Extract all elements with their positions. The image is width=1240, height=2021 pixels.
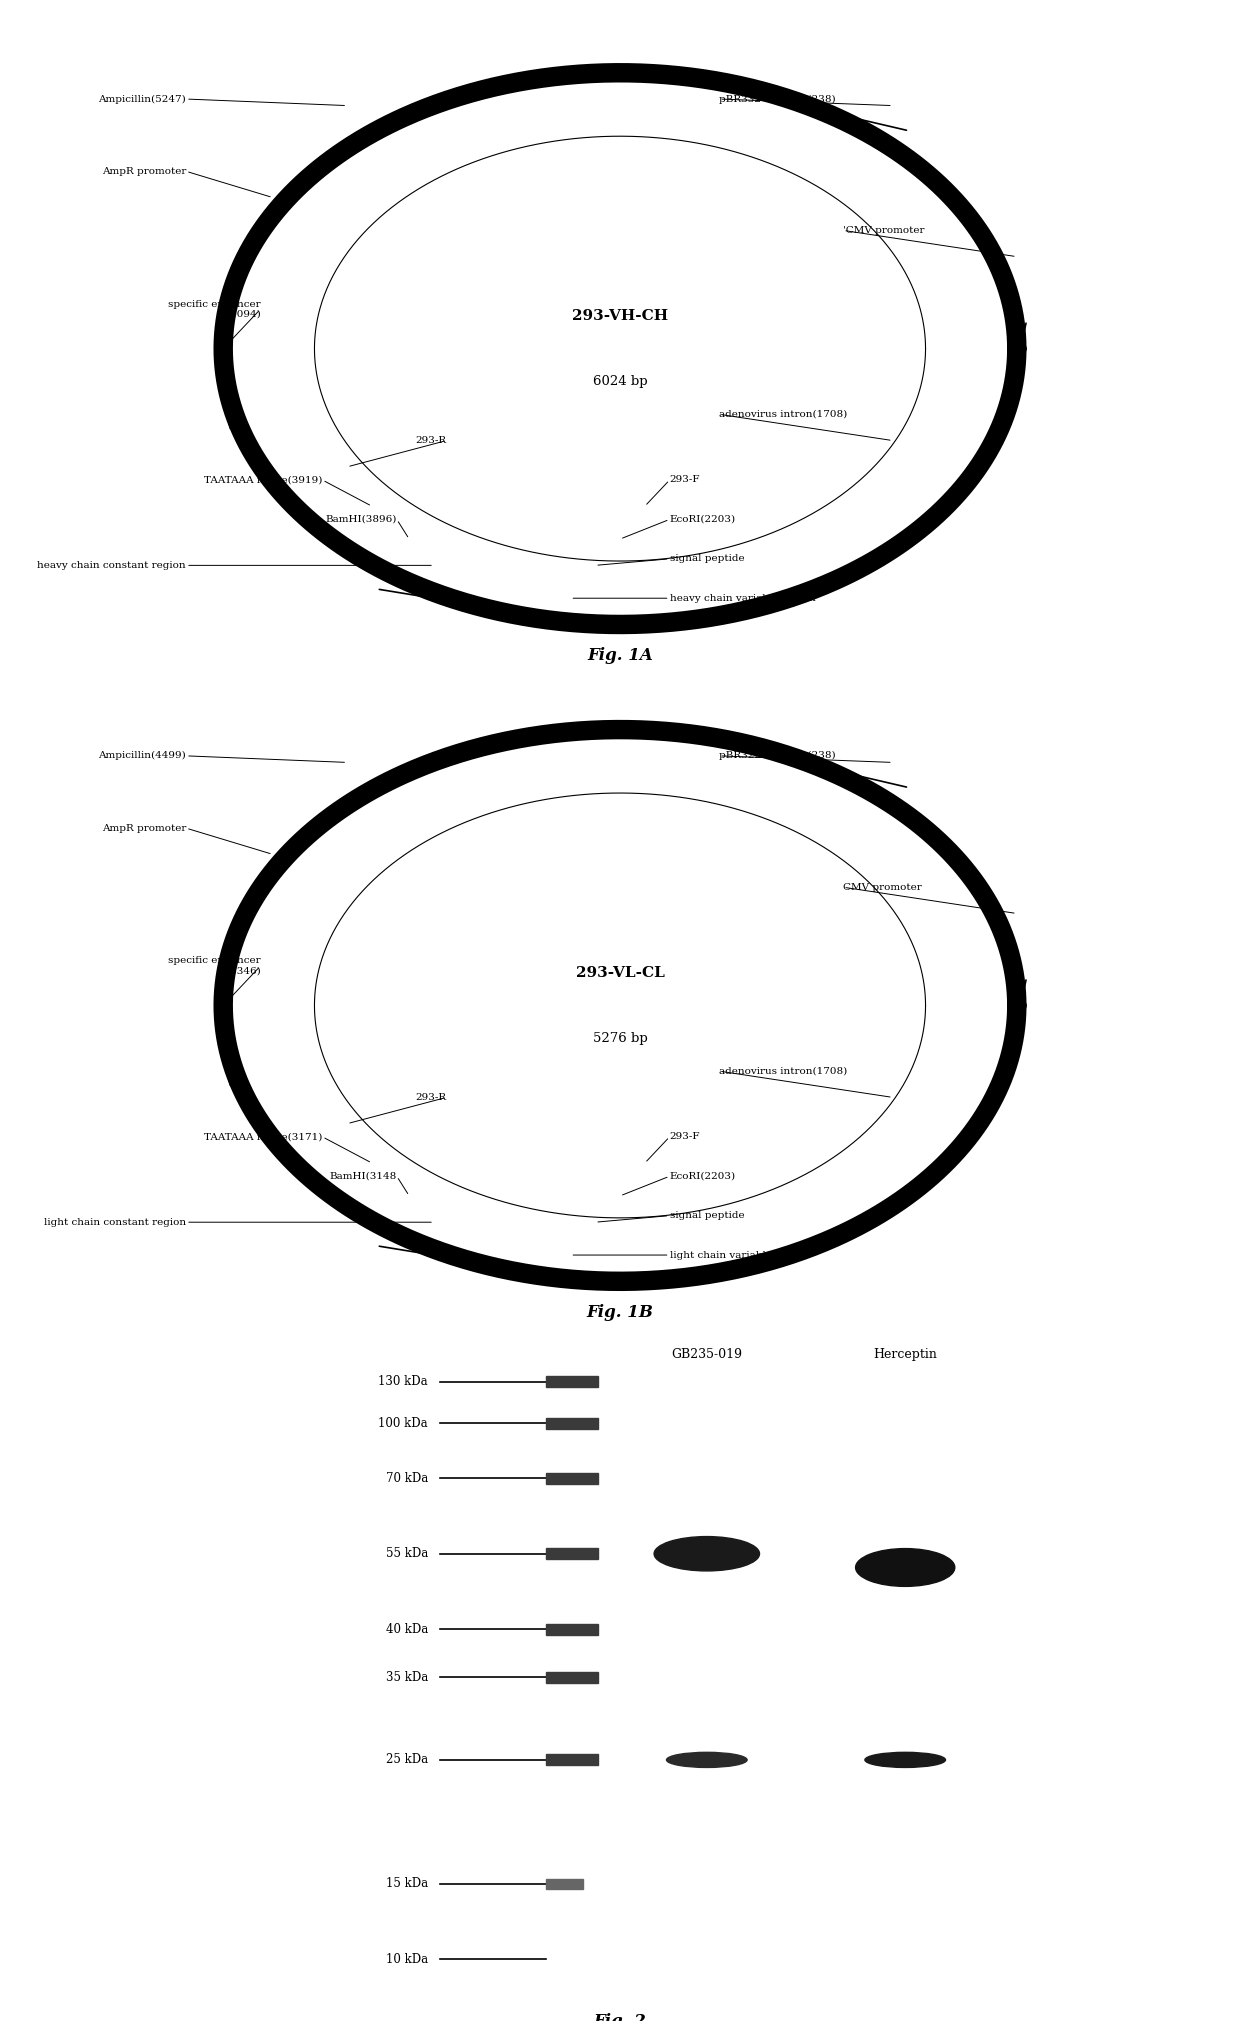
- Text: pBR322 replicon(238): pBR322 replicon(238): [719, 752, 836, 760]
- Bar: [546, 1754, 598, 1766]
- Text: Fig. 1A: Fig. 1A: [587, 647, 653, 663]
- Ellipse shape: [866, 1752, 945, 1768]
- Bar: [546, 1880, 583, 1890]
- Text: 35 kDa: 35 kDa: [386, 1671, 428, 1683]
- Polygon shape: [310, 133, 930, 564]
- Text: 293-R: 293-R: [415, 1093, 446, 1101]
- Text: light chain variable region: light chain variable region: [670, 1251, 808, 1259]
- Text: specific enhancer
(3346): specific enhancer (3346): [167, 956, 260, 976]
- Text: signal peptide: signal peptide: [670, 1211, 744, 1221]
- Ellipse shape: [655, 1536, 759, 1570]
- Text: TAATAAA frame(3171): TAATAAA frame(3171): [205, 1132, 322, 1142]
- Text: heavy chain variable region: heavy chain variable region: [670, 594, 816, 602]
- Text: TAATAAA frame(3919): TAATAAA frame(3919): [205, 475, 322, 485]
- Text: adenovirus intron(1708): adenovirus intron(1708): [719, 410, 847, 418]
- Text: 10 kDa: 10 kDa: [386, 1952, 428, 1966]
- Text: 293-VL-CL: 293-VL-CL: [575, 966, 665, 980]
- Text: 130 kDa: 130 kDa: [378, 1376, 428, 1388]
- Text: 40 kDa: 40 kDa: [386, 1623, 428, 1635]
- Text: 55 kDa: 55 kDa: [386, 1548, 428, 1560]
- Text: AmpR promoter: AmpR promoter: [102, 168, 186, 176]
- Text: Herceptin: Herceptin: [873, 1348, 937, 1360]
- Bar: [546, 1417, 598, 1429]
- Text: Ampicillin(5247): Ampicillin(5247): [98, 95, 186, 103]
- Text: Ampicillin(4499): Ampicillin(4499): [98, 752, 186, 760]
- Text: 5276 bp: 5276 bp: [593, 1033, 647, 1045]
- Text: 293-R: 293-R: [415, 437, 446, 445]
- Text: 6024 bp: 6024 bp: [593, 376, 647, 388]
- Text: 'CMV promoter: 'CMV promoter: [843, 226, 925, 234]
- Text: GB235-019: GB235-019: [671, 1348, 743, 1360]
- Ellipse shape: [667, 1752, 746, 1768]
- Text: light chain constant region: light chain constant region: [43, 1219, 186, 1227]
- Text: Fig. 1B: Fig. 1B: [587, 1304, 653, 1322]
- Text: 293-VH-CH: 293-VH-CH: [572, 309, 668, 323]
- Text: CMV promoter: CMV promoter: [843, 883, 923, 891]
- Text: BamHI(3896): BamHI(3896): [325, 515, 397, 523]
- Ellipse shape: [856, 1548, 955, 1586]
- Text: 70 kDa: 70 kDa: [386, 1471, 428, 1485]
- Text: 15 kDa: 15 kDa: [386, 1878, 428, 1890]
- Text: 25 kDa: 25 kDa: [386, 1754, 428, 1766]
- Text: EcoRI(2203): EcoRI(2203): [670, 1172, 735, 1180]
- Text: EcoRI(2203): EcoRI(2203): [670, 515, 735, 523]
- Text: Fig. 2: Fig. 2: [594, 2013, 646, 2021]
- Text: specific enhancer
(4094): specific enhancer (4094): [167, 299, 260, 319]
- Bar: [546, 1473, 598, 1483]
- Bar: [546, 1623, 598, 1635]
- Bar: [546, 1671, 598, 1683]
- Bar: [546, 1376, 598, 1388]
- Text: 293-F: 293-F: [670, 475, 701, 485]
- Text: 100 kDa: 100 kDa: [378, 1417, 428, 1429]
- Text: BamHI(3148: BamHI(3148: [330, 1172, 397, 1180]
- Polygon shape: [310, 790, 930, 1221]
- Text: 293-F: 293-F: [670, 1132, 701, 1142]
- Text: pBR332 replicon(238): pBR332 replicon(238): [719, 95, 836, 103]
- Text: AmpR promoter: AmpR promoter: [102, 825, 186, 833]
- Text: adenovirus intron(1708): adenovirus intron(1708): [719, 1067, 847, 1075]
- Text: heavy chain constant region: heavy chain constant region: [37, 562, 186, 570]
- Bar: [546, 1548, 598, 1560]
- Text: signal peptide: signal peptide: [670, 554, 744, 564]
